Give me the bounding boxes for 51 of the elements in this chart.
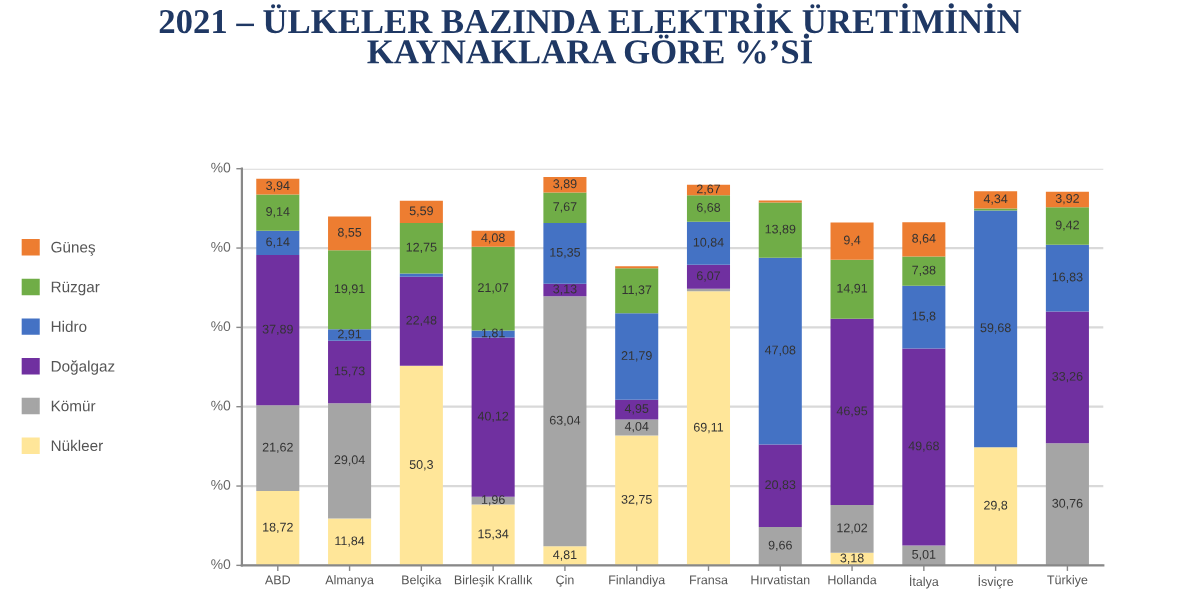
bar <box>686 264 731 289</box>
bar <box>256 230 300 256</box>
bar <box>615 268 659 314</box>
bar <box>686 195 731 222</box>
bar <box>1045 207 1089 245</box>
bar <box>543 192 587 223</box>
bar <box>399 200 443 223</box>
bar <box>974 191 1018 209</box>
bar <box>974 210 1018 448</box>
bar <box>256 194 300 231</box>
bar <box>758 527 802 566</box>
bar <box>399 222 443 274</box>
bar <box>543 177 587 193</box>
bar <box>471 504 515 566</box>
bar <box>256 491 300 566</box>
bar <box>328 250 372 330</box>
bar <box>974 447 1018 566</box>
bar <box>399 365 443 566</box>
bar <box>1045 443 1089 566</box>
bar <box>830 222 874 260</box>
bar <box>256 405 300 492</box>
bar <box>686 291 731 566</box>
bar <box>1045 244 1089 312</box>
bar <box>686 221 731 265</box>
bar <box>328 518 372 566</box>
bar <box>1045 311 1089 444</box>
bar <box>543 296 587 547</box>
bar <box>256 255 300 406</box>
bar <box>328 329 372 341</box>
bar <box>758 257 802 445</box>
bar <box>328 403 372 519</box>
bar <box>902 348 946 546</box>
bar <box>471 246 515 331</box>
bar <box>758 444 802 528</box>
chart-title: 2021 – ÜLKELER BAZINDA ELEKTRİK ÜRETİMİNİN KAYNAKLARA GÖRE %’Sİ <box>159 3 1022 64</box>
bar <box>830 318 874 506</box>
bar <box>615 435 659 566</box>
bar <box>328 216 372 251</box>
bar <box>543 222 587 284</box>
bar <box>830 259 874 319</box>
bar <box>615 419 659 436</box>
bar <box>399 276 443 366</box>
bar <box>902 256 946 286</box>
bar <box>830 505 874 553</box>
bar <box>902 285 946 349</box>
bar <box>471 337 515 497</box>
bar <box>471 330 515 338</box>
bar <box>328 340 372 404</box>
bar <box>758 202 802 258</box>
bar <box>615 313 659 400</box>
bar <box>902 222 946 257</box>
